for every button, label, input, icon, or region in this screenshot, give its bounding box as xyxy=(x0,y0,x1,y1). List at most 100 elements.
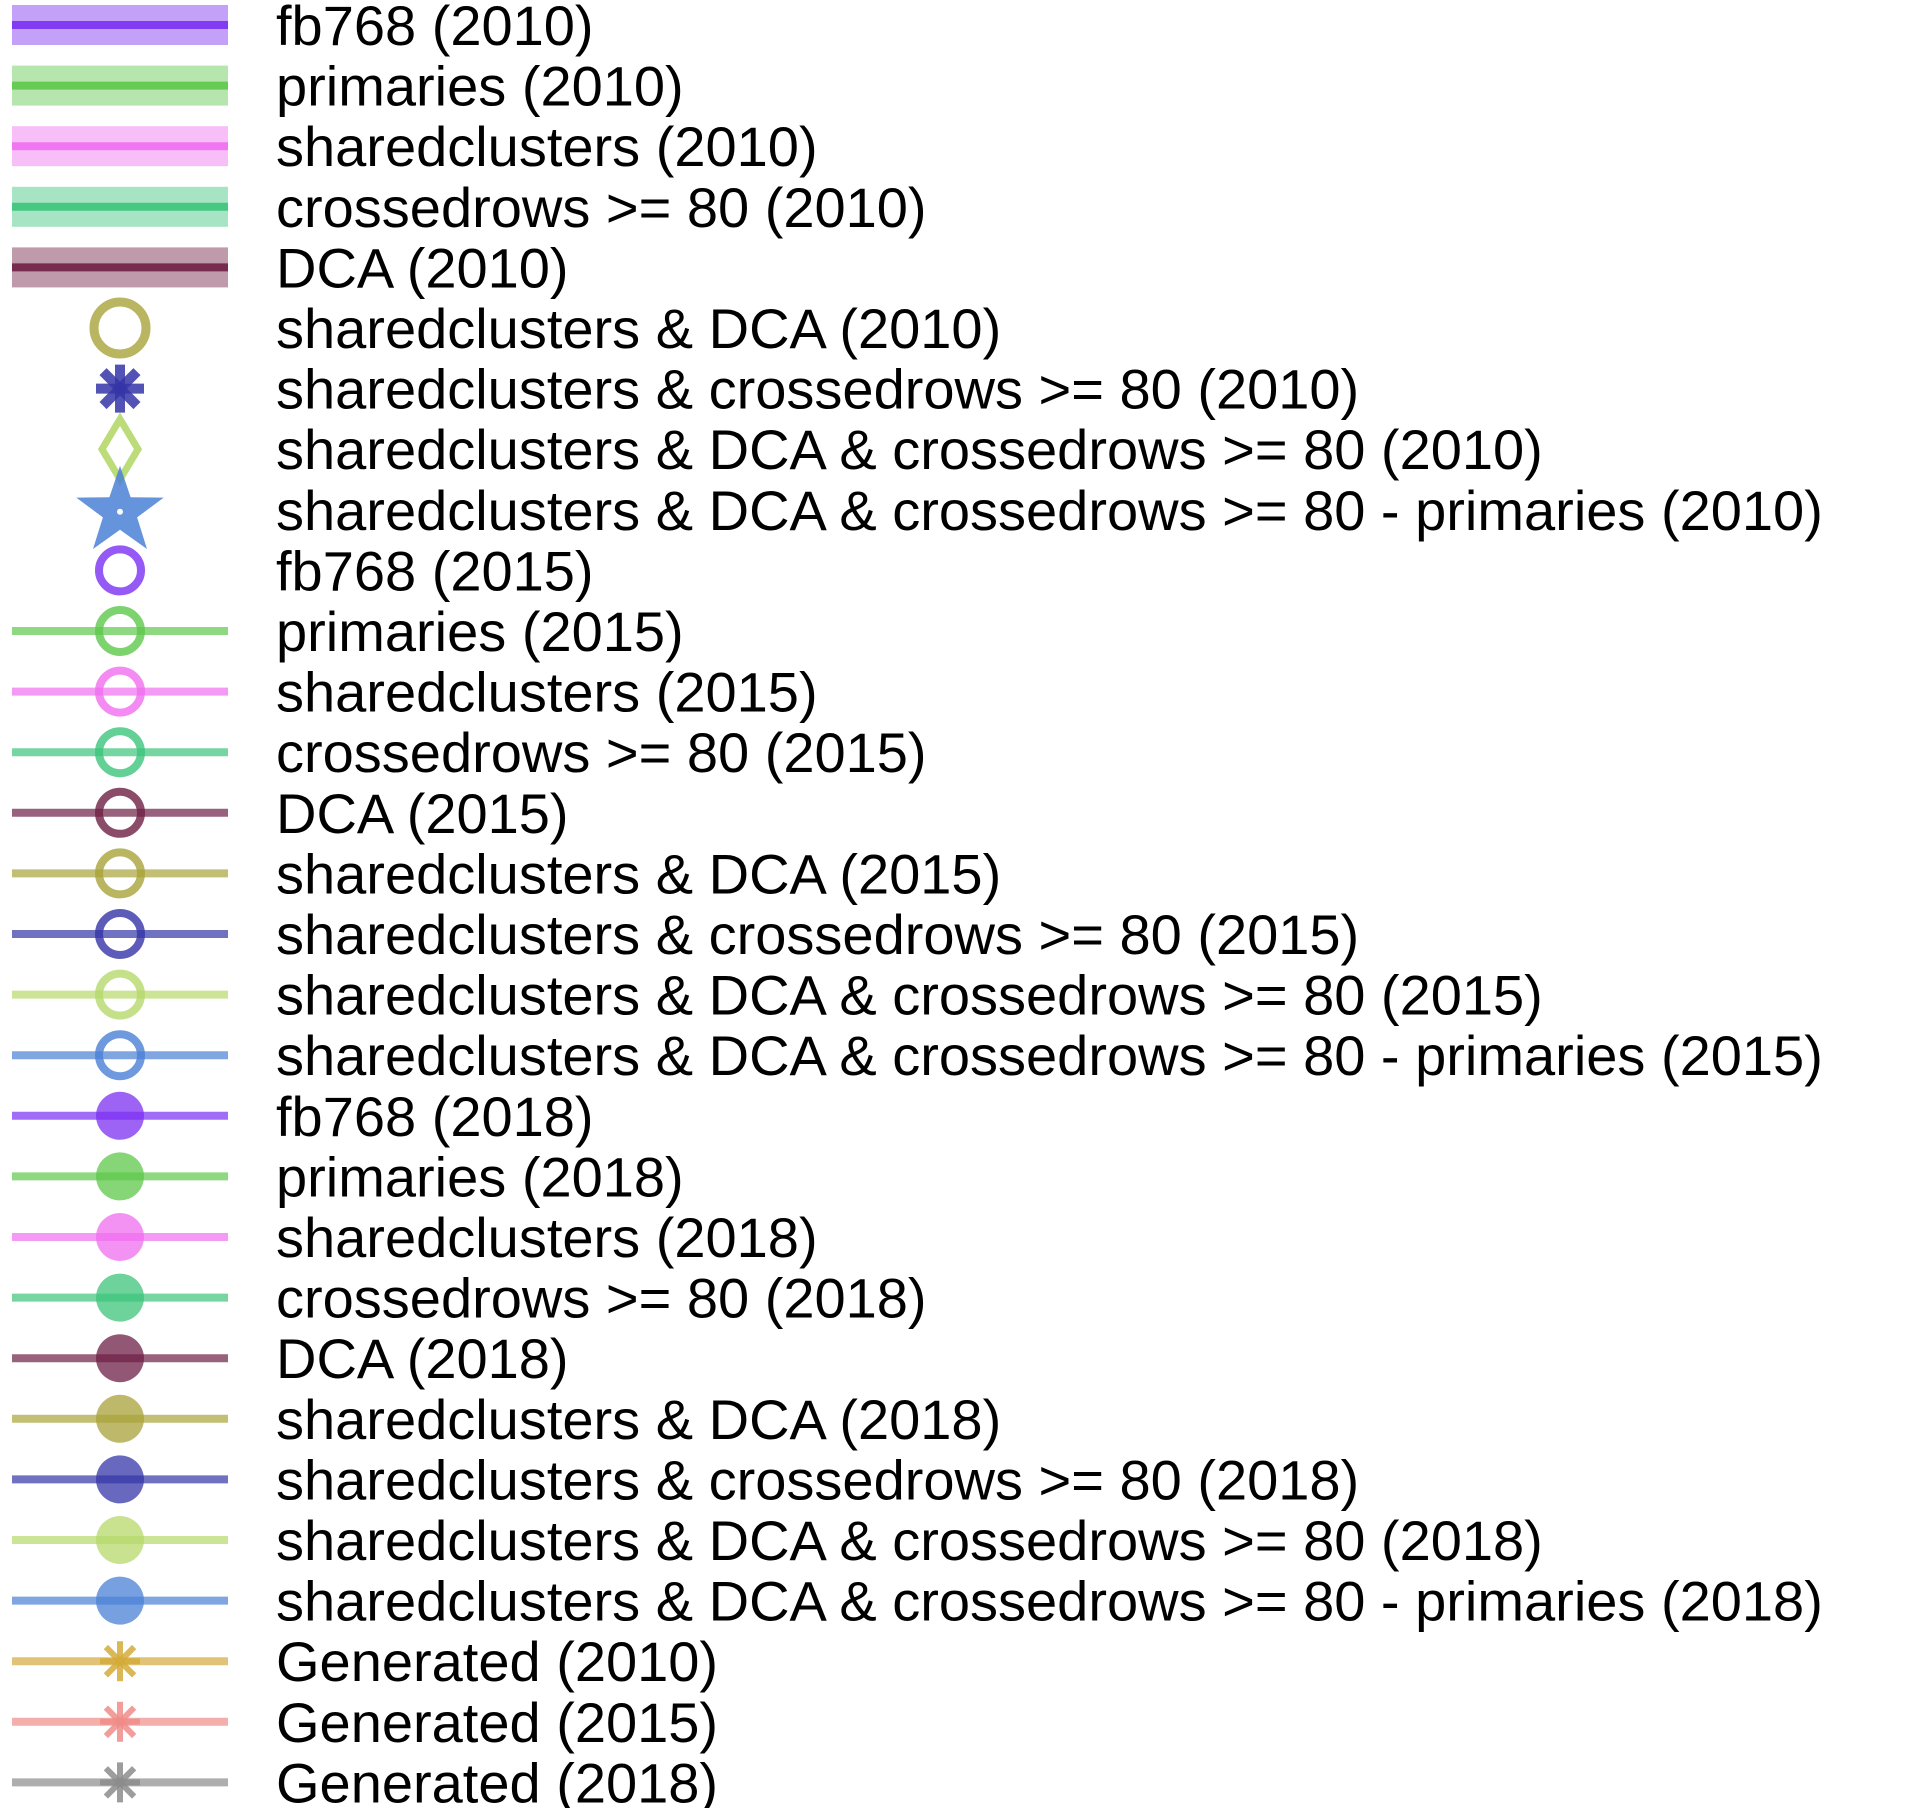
legend-entry: crossedrows >= 80 (2018) xyxy=(12,1267,927,1330)
legend-entry: sharedclusters & DCA & crossedrows >= 80… xyxy=(12,1570,1823,1633)
open-circle-marker xyxy=(89,297,151,359)
legend-label: sharedclusters & DCA (2010) xyxy=(276,297,1001,360)
legend-label: sharedclusters & crossedrows >= 80 (2015… xyxy=(276,903,1359,966)
legend-entry: crossedrows >= 80 (2015) xyxy=(12,721,927,784)
legend-label: sharedclusters (2018) xyxy=(276,1206,818,1269)
legend-symbol xyxy=(12,1091,228,1140)
legend-entry: primaries (2010) xyxy=(12,55,684,118)
legend-entry: sharedclusters & DCA & crossedrows >= 80… xyxy=(12,964,1543,1027)
filled-circle-marker xyxy=(96,1213,144,1261)
legend-label: crossedrows >= 80 (2010) xyxy=(276,176,927,239)
asterisk-stroke xyxy=(103,1644,137,1678)
open-circle-marker xyxy=(95,1030,145,1081)
legend-symbol xyxy=(89,297,151,359)
legend-entry: DCA (2015) xyxy=(12,782,569,845)
legend-symbol xyxy=(95,545,145,596)
legend-symbol xyxy=(12,727,228,778)
open-circle-marker xyxy=(95,848,145,899)
legend-label: crossedrows >= 80 (2015) xyxy=(276,721,927,784)
legend-symbol xyxy=(96,364,144,413)
legend-symbol xyxy=(12,1152,228,1201)
legend-symbol xyxy=(12,1030,228,1081)
legend-symbol xyxy=(12,186,228,227)
legend-label: primaries (2015) xyxy=(276,600,684,663)
legend-symbol xyxy=(12,1762,228,1803)
asterisk-marker xyxy=(96,364,144,413)
legend-entry: fb768 (2015) xyxy=(95,539,594,602)
legend-entry: sharedclusters (2015) xyxy=(12,661,818,724)
legend-entry: crossedrows >= 80 (2010) xyxy=(12,176,927,239)
legend-entry: sharedclusters (2010) xyxy=(12,115,818,178)
legend-label: sharedclusters & DCA & crossedrows >= 80… xyxy=(276,1024,1823,1087)
legend-symbol xyxy=(12,666,228,717)
open-circle-marker xyxy=(95,787,145,838)
legend-label: fb768 (2015) xyxy=(276,539,594,602)
legend-entry: sharedclusters (2018) xyxy=(12,1206,818,1269)
legend-entry: sharedclusters & DCA (2015) xyxy=(12,842,1001,905)
legend-entry: sharedclusters & crossedrows >= 80 (2010… xyxy=(96,358,1359,421)
open-circle-marker xyxy=(95,545,145,596)
legend-symbol xyxy=(12,5,228,45)
legend-symbol xyxy=(12,65,228,106)
legend-symbol xyxy=(12,1273,228,1322)
legend-symbol xyxy=(12,1701,228,1742)
asterisk-stroke xyxy=(103,1766,137,1799)
open-circle-marker xyxy=(95,666,145,717)
legend-label: DCA (2010) xyxy=(276,236,569,299)
asterisk-stroke xyxy=(99,368,141,410)
legend-label: Generated (2015) xyxy=(276,1691,718,1754)
legend-label: sharedclusters & DCA (2018) xyxy=(276,1388,1001,1451)
legend-entry: sharedclusters & DCA & crossedrows >= 80… xyxy=(12,1509,1543,1572)
asterisk-marker xyxy=(100,1701,140,1742)
legend-label: sharedclusters & DCA & crossedrows >= 80… xyxy=(276,1570,1823,1633)
legend-symbol xyxy=(12,606,228,656)
filled-circle-marker xyxy=(96,1516,144,1564)
legend-label: sharedclusters (2010) xyxy=(276,115,818,178)
legend-symbol xyxy=(12,1516,228,1564)
legend-entry: sharedclusters & DCA & crossedrows >= 80… xyxy=(12,1024,1823,1087)
star-center xyxy=(117,508,123,515)
filled-circle-marker xyxy=(96,1576,144,1625)
legend-label: fb768 (2018) xyxy=(276,1085,594,1148)
legend-label: crossedrows >= 80 (2018) xyxy=(276,1267,927,1330)
legend-entry: sharedclusters & crossedrows >= 80 (2018… xyxy=(12,1448,1359,1511)
legend-symbol xyxy=(12,909,228,959)
legend-label: sharedclusters & DCA & crossedrows >= 80… xyxy=(276,1509,1543,1572)
legend-label: sharedclusters & DCA & crossedrows >= 80… xyxy=(276,479,1823,542)
legend-entry: sharedclusters & DCA (2010) xyxy=(89,297,1001,360)
legend-entry: Generated (2018) xyxy=(12,1751,718,1808)
legend-entry: Generated (2010) xyxy=(12,1630,718,1693)
legend-entry: fb768 (2010) xyxy=(12,0,594,57)
filled-circle-marker xyxy=(96,1455,144,1504)
legend-symbol xyxy=(12,126,228,167)
legend-entry: sharedclusters & DCA & crossedrows >= 80… xyxy=(76,465,1823,549)
legend-label: Generated (2010) xyxy=(276,1630,718,1693)
filled-circle-marker xyxy=(96,1394,144,1443)
legend-symbol xyxy=(12,1455,228,1504)
legend-entries: fb768 (2010)primaries (2010)sharedcluste… xyxy=(12,0,1823,1808)
legend-label: DCA (2015) xyxy=(276,782,569,845)
asterisk-marker xyxy=(100,1762,140,1803)
open-circle-marker xyxy=(95,727,145,778)
legend-symbol xyxy=(12,1641,228,1682)
legend-symbol xyxy=(12,787,228,838)
legend-symbol xyxy=(12,1394,228,1443)
open-circle-marker xyxy=(95,969,145,1020)
legend-entry: Generated (2015) xyxy=(12,1691,718,1754)
legend-label: primaries (2018) xyxy=(276,1145,684,1208)
legend-label: fb768 (2010) xyxy=(276,0,594,57)
legend-symbol xyxy=(76,465,164,549)
legend-symbol xyxy=(12,1213,228,1261)
legend-symbol xyxy=(12,969,228,1020)
star-marker xyxy=(76,465,164,549)
filled-circle-marker xyxy=(96,1273,144,1322)
legend-entry: sharedclusters & DCA (2018) xyxy=(12,1388,1001,1451)
legend-label: sharedclusters & DCA & crossedrows >= 80… xyxy=(276,418,1543,481)
legend-label: sharedclusters & DCA & crossedrows >= 80… xyxy=(276,964,1543,1027)
legend-label: sharedclusters & crossedrows >= 80 (2010… xyxy=(276,358,1359,421)
legend-label: sharedclusters & DCA (2015) xyxy=(276,842,1001,905)
legend-entry: DCA (2018) xyxy=(12,1327,569,1390)
legend-symbol xyxy=(12,1334,228,1383)
filled-circle-marker xyxy=(96,1334,144,1383)
